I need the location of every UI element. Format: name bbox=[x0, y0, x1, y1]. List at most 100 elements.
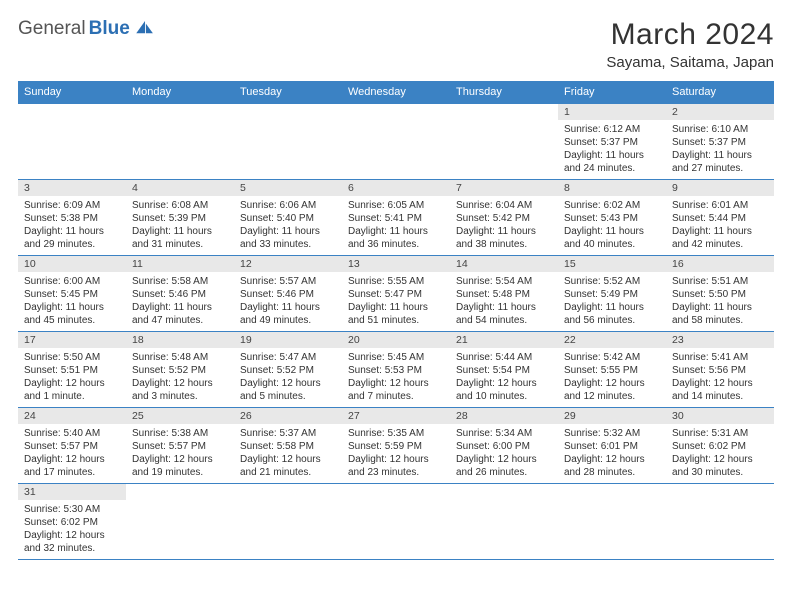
day-number: 17 bbox=[18, 332, 126, 348]
calendar-week: 24Sunrise: 5:40 AMSunset: 5:57 PMDayligh… bbox=[18, 408, 774, 484]
sunset-text: Sunset: 6:02 PM bbox=[672, 440, 768, 453]
daylight-text: Daylight: 12 hours and 30 minutes. bbox=[672, 453, 768, 479]
day-body: Sunrise: 5:31 AMSunset: 6:02 PMDaylight:… bbox=[666, 424, 774, 483]
sunset-text: Sunset: 5:42 PM bbox=[456, 212, 552, 225]
calendar-week: 17Sunrise: 5:50 AMSunset: 5:51 PMDayligh… bbox=[18, 332, 774, 408]
calendar-cell: 19Sunrise: 5:47 AMSunset: 5:52 PMDayligh… bbox=[234, 332, 342, 408]
day-number: 24 bbox=[18, 408, 126, 424]
sunset-text: Sunset: 5:53 PM bbox=[348, 364, 444, 377]
sunset-text: Sunset: 6:01 PM bbox=[564, 440, 660, 453]
day-body: Sunrise: 5:47 AMSunset: 5:52 PMDaylight:… bbox=[234, 348, 342, 407]
sunset-text: Sunset: 5:51 PM bbox=[24, 364, 120, 377]
day-body: Sunrise: 6:02 AMSunset: 5:43 PMDaylight:… bbox=[558, 196, 666, 255]
calendar-cell: 20Sunrise: 5:45 AMSunset: 5:53 PMDayligh… bbox=[342, 332, 450, 408]
calendar-week: 10Sunrise: 6:00 AMSunset: 5:45 PMDayligh… bbox=[18, 256, 774, 332]
calendar-cell bbox=[18, 104, 126, 180]
calendar-cell: 30Sunrise: 5:31 AMSunset: 6:02 PMDayligh… bbox=[666, 408, 774, 484]
sunrise-text: Sunrise: 5:38 AM bbox=[132, 427, 228, 440]
sail-icon bbox=[136, 21, 154, 35]
calendar-cell: 4Sunrise: 6:08 AMSunset: 5:39 PMDaylight… bbox=[126, 180, 234, 256]
day-body: Sunrise: 5:40 AMSunset: 5:57 PMDaylight:… bbox=[18, 424, 126, 483]
weekday-header: Tuesday bbox=[234, 81, 342, 104]
day-number: 14 bbox=[450, 256, 558, 272]
calendar-cell bbox=[342, 104, 450, 180]
sunset-text: Sunset: 5:45 PM bbox=[24, 288, 120, 301]
sunrise-text: Sunrise: 5:37 AM bbox=[240, 427, 336, 440]
sunset-text: Sunset: 5:46 PM bbox=[132, 288, 228, 301]
daylight-text: Daylight: 11 hours and 40 minutes. bbox=[564, 225, 660, 251]
day-body: Sunrise: 5:34 AMSunset: 6:00 PMDaylight:… bbox=[450, 424, 558, 483]
sunrise-text: Sunrise: 5:58 AM bbox=[132, 275, 228, 288]
daylight-text: Daylight: 11 hours and 45 minutes. bbox=[24, 301, 120, 327]
sunset-text: Sunset: 5:39 PM bbox=[132, 212, 228, 225]
calendar-cell: 13Sunrise: 5:55 AMSunset: 5:47 PMDayligh… bbox=[342, 256, 450, 332]
sunrise-text: Sunrise: 6:04 AM bbox=[456, 199, 552, 212]
weekday-header: Monday bbox=[126, 81, 234, 104]
day-number: 9 bbox=[666, 180, 774, 196]
sunset-text: Sunset: 5:57 PM bbox=[24, 440, 120, 453]
sunset-text: Sunset: 5:37 PM bbox=[564, 136, 660, 149]
day-number: 28 bbox=[450, 408, 558, 424]
title-block: March 2024 Sayama, Saitama, Japan bbox=[606, 18, 774, 71]
sunrise-text: Sunrise: 6:02 AM bbox=[564, 199, 660, 212]
calendar-week: 31Sunrise: 5:30 AMSunset: 6:02 PMDayligh… bbox=[18, 484, 774, 560]
day-number: 27 bbox=[342, 408, 450, 424]
day-body: Sunrise: 5:51 AMSunset: 5:50 PMDaylight:… bbox=[666, 272, 774, 331]
header: General Blue March 2024 Sayama, Saitama,… bbox=[18, 18, 774, 71]
daylight-text: Daylight: 11 hours and 56 minutes. bbox=[564, 301, 660, 327]
calendar-cell bbox=[342, 484, 450, 560]
sunrise-text: Sunrise: 5:51 AM bbox=[672, 275, 768, 288]
sunset-text: Sunset: 5:37 PM bbox=[672, 136, 768, 149]
sunset-text: Sunset: 6:02 PM bbox=[24, 516, 120, 529]
calendar-cell bbox=[234, 104, 342, 180]
daylight-text: Daylight: 12 hours and 1 minute. bbox=[24, 377, 120, 403]
day-body: Sunrise: 5:50 AMSunset: 5:51 PMDaylight:… bbox=[18, 348, 126, 407]
day-number: 5 bbox=[234, 180, 342, 196]
daylight-text: Daylight: 12 hours and 21 minutes. bbox=[240, 453, 336, 479]
day-body: Sunrise: 6:00 AMSunset: 5:45 PMDaylight:… bbox=[18, 272, 126, 331]
sunrise-text: Sunrise: 6:12 AM bbox=[564, 123, 660, 136]
calendar-cell: 7Sunrise: 6:04 AMSunset: 5:42 PMDaylight… bbox=[450, 180, 558, 256]
sunset-text: Sunset: 5:40 PM bbox=[240, 212, 336, 225]
daylight-text: Daylight: 12 hours and 14 minutes. bbox=[672, 377, 768, 403]
day-body: Sunrise: 5:35 AMSunset: 5:59 PMDaylight:… bbox=[342, 424, 450, 483]
day-body: Sunrise: 6:04 AMSunset: 5:42 PMDaylight:… bbox=[450, 196, 558, 255]
sunrise-text: Sunrise: 6:10 AM bbox=[672, 123, 768, 136]
calendar-cell: 6Sunrise: 6:05 AMSunset: 5:41 PMDaylight… bbox=[342, 180, 450, 256]
sunset-text: Sunset: 6:00 PM bbox=[456, 440, 552, 453]
calendar-cell: 14Sunrise: 5:54 AMSunset: 5:48 PMDayligh… bbox=[450, 256, 558, 332]
calendar-cell bbox=[666, 484, 774, 560]
sunrise-text: Sunrise: 5:42 AM bbox=[564, 351, 660, 364]
calendar-cell: 2Sunrise: 6:10 AMSunset: 5:37 PMDaylight… bbox=[666, 104, 774, 180]
sunrise-text: Sunrise: 5:47 AM bbox=[240, 351, 336, 364]
calendar-cell: 8Sunrise: 6:02 AMSunset: 5:43 PMDaylight… bbox=[558, 180, 666, 256]
weekday-header: Sunday bbox=[18, 81, 126, 104]
calendar-cell bbox=[450, 104, 558, 180]
calendar-cell: 25Sunrise: 5:38 AMSunset: 5:57 PMDayligh… bbox=[126, 408, 234, 484]
daylight-text: Daylight: 11 hours and 49 minutes. bbox=[240, 301, 336, 327]
day-number: 20 bbox=[342, 332, 450, 348]
calendar-cell: 24Sunrise: 5:40 AMSunset: 5:57 PMDayligh… bbox=[18, 408, 126, 484]
weekday-header: Thursday bbox=[450, 81, 558, 104]
sunrise-text: Sunrise: 5:34 AM bbox=[456, 427, 552, 440]
daylight-text: Daylight: 11 hours and 58 minutes. bbox=[672, 301, 768, 327]
daylight-text: Daylight: 11 hours and 36 minutes. bbox=[348, 225, 444, 251]
daylight-text: Daylight: 12 hours and 10 minutes. bbox=[456, 377, 552, 403]
daylight-text: Daylight: 11 hours and 24 minutes. bbox=[564, 149, 660, 175]
sunrise-text: Sunrise: 6:08 AM bbox=[132, 199, 228, 212]
location: Sayama, Saitama, Japan bbox=[606, 54, 774, 71]
sunrise-text: Sunrise: 6:06 AM bbox=[240, 199, 336, 212]
daylight-text: Daylight: 11 hours and 38 minutes. bbox=[456, 225, 552, 251]
sunrise-text: Sunrise: 5:55 AM bbox=[348, 275, 444, 288]
calendar-table: SundayMondayTuesdayWednesdayThursdayFrid… bbox=[18, 81, 774, 560]
weekday-header: Saturday bbox=[666, 81, 774, 104]
day-number: 8 bbox=[558, 180, 666, 196]
daylight-text: Daylight: 12 hours and 28 minutes. bbox=[564, 453, 660, 479]
calendar-cell: 12Sunrise: 5:57 AMSunset: 5:46 PMDayligh… bbox=[234, 256, 342, 332]
weekday-header: Wednesday bbox=[342, 81, 450, 104]
sunset-text: Sunset: 5:52 PM bbox=[132, 364, 228, 377]
sunset-text: Sunset: 5:52 PM bbox=[240, 364, 336, 377]
sunset-text: Sunset: 5:58 PM bbox=[240, 440, 336, 453]
calendar-cell bbox=[450, 484, 558, 560]
sunset-text: Sunset: 5:48 PM bbox=[456, 288, 552, 301]
